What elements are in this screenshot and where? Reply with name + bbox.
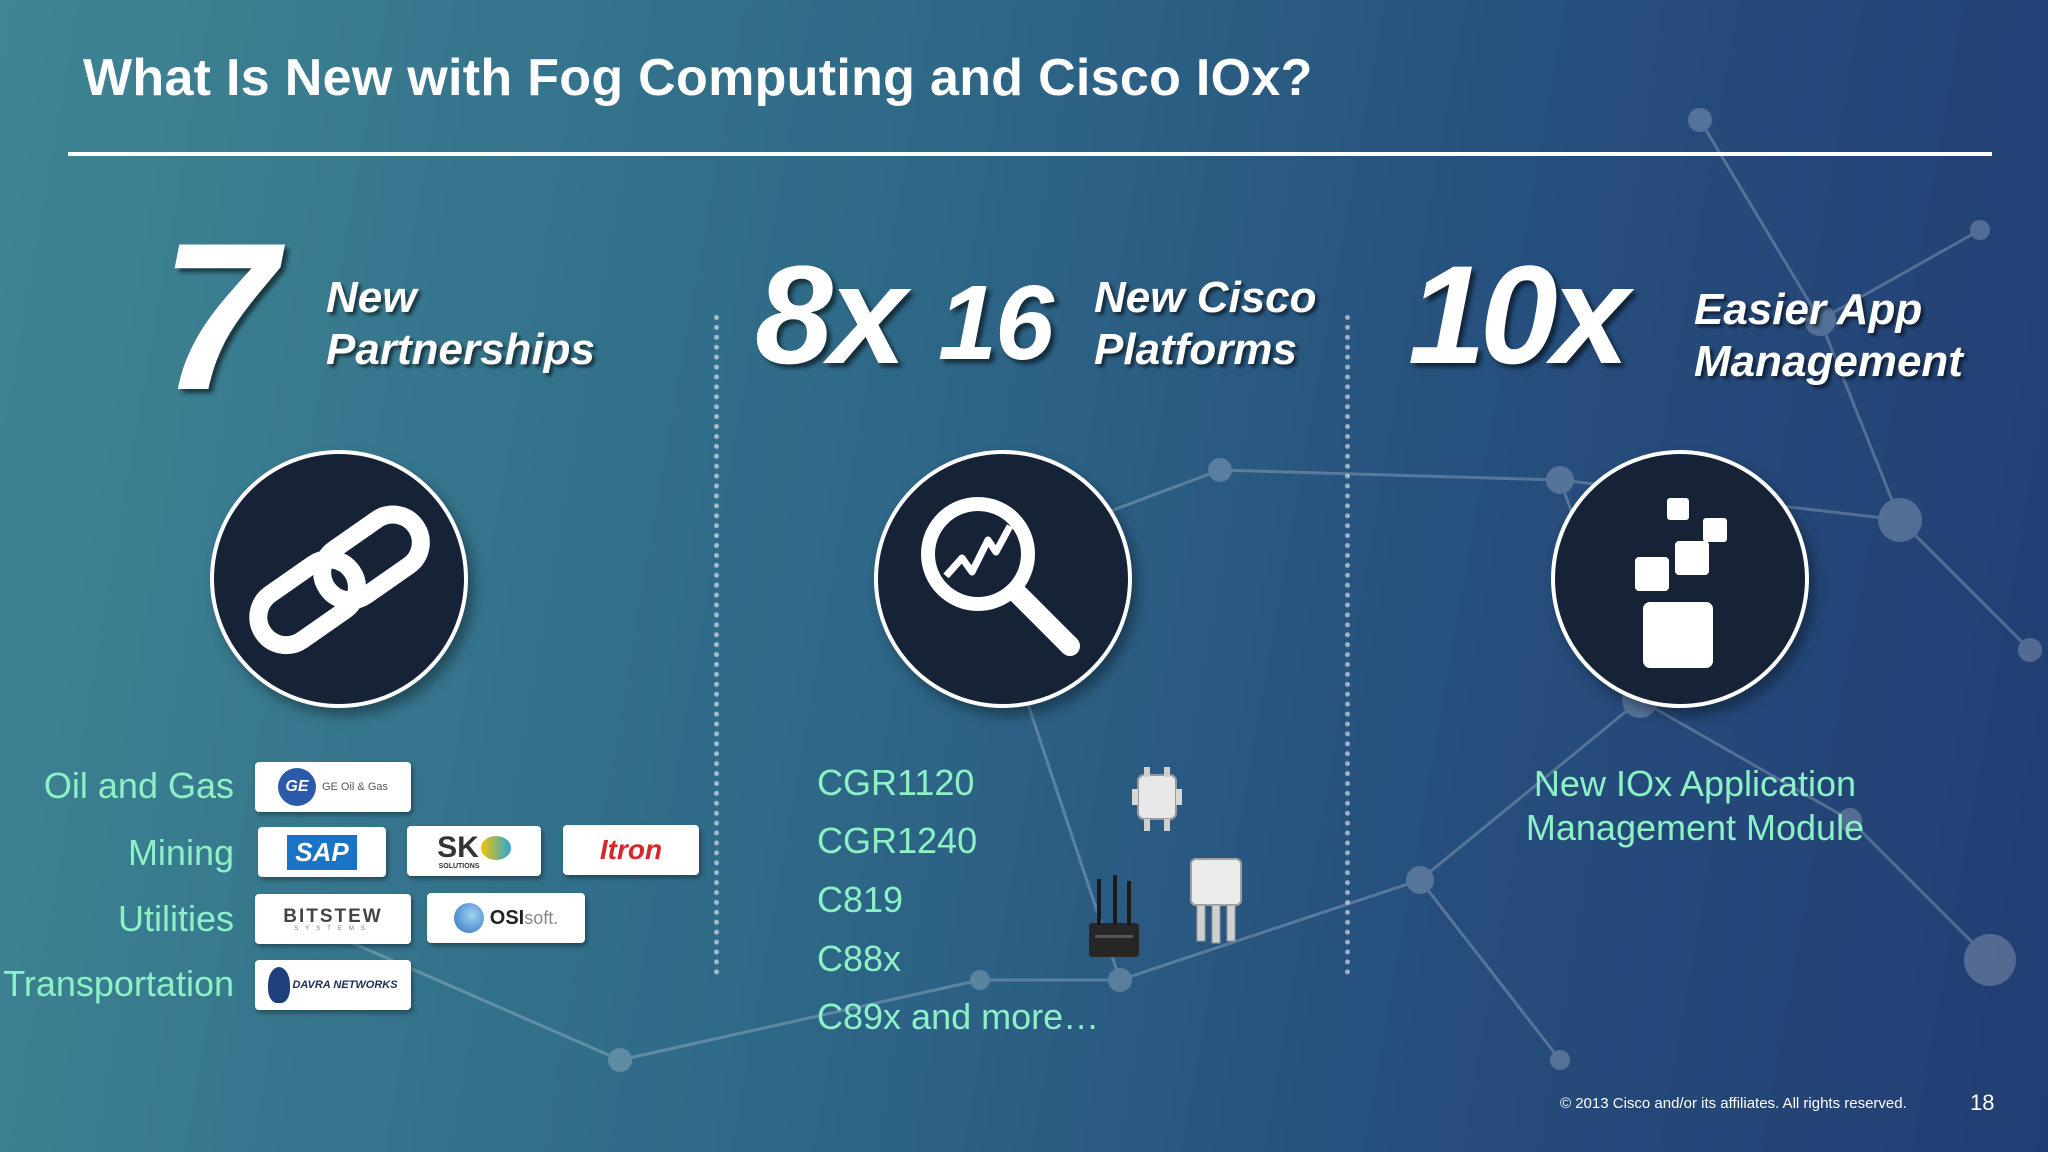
management-text-line2: Management Module — [1525, 807, 1865, 848]
management-label-line2: Management — [1694, 337, 1963, 386]
platform-item: C819 — [817, 879, 904, 920]
partnerships-label-line2: Partnerships — [326, 325, 595, 374]
platform-item: CGR1120 — [817, 762, 975, 803]
management-module-text: New IOx Application Management Module — [1450, 762, 1940, 850]
link-icon — [249, 505, 430, 655]
logo-bitstew-text: BITSTEW — [283, 905, 383, 927]
davra-swirl-icon — [268, 967, 291, 1003]
management-multiplier: 10x — [1408, 236, 1630, 393]
platforms-label-line2: Platforms — [1094, 325, 1297, 374]
management-label-line1: Easier App — [1694, 285, 1923, 334]
page-number: 18 — [1970, 1090, 1995, 1115]
title-divider — [68, 152, 1992, 156]
link-icon-badge — [210, 450, 468, 708]
logo-davra-networks: DAVRA NETWORKS — [255, 960, 411, 1010]
logo-ge-oil-gas: GE GE Oil & Gas — [255, 762, 411, 812]
logo-sap: SAP — [258, 827, 386, 877]
logo-osisoft: OSI soft. — [427, 893, 585, 943]
platforms-count: 16 — [938, 264, 1054, 382]
app-blocks-icon — [1635, 498, 1727, 668]
logo-sap-text: SAP — [287, 834, 357, 870]
c819-router-device-image — [1089, 875, 1139, 957]
logo-bitstew: BITSTEW SYSTEMS — [255, 894, 411, 944]
copyright-notice: © 2013 Cisco and/or its affiliates. All … — [1560, 1095, 1907, 1112]
platform-item: C88x — [817, 938, 902, 979]
industry-transportation: Transportation — [3, 963, 234, 1004]
magnifier-chart-icon-badge — [874, 450, 1132, 708]
cgr1240-router-device-image — [1190, 858, 1242, 944]
logo-davra-text: DAVRA NETWORKS — [292, 979, 398, 991]
logo-itron: Itron — [563, 825, 699, 875]
app-blocks-icon-badge — [1551, 450, 1809, 708]
platforms-label-line1: New Cisco — [1094, 273, 1317, 322]
column-divider-left — [714, 315, 719, 975]
platform-item: CGR1240 — [817, 820, 978, 861]
sk-swirl-icon — [480, 835, 511, 860]
logo-itron-text: Itron — [599, 834, 663, 865]
slide-title: What Is New with Fog Computing and Cisco… — [83, 49, 1313, 107]
partnerships-label-line1: New — [326, 273, 417, 322]
osi-swirl-icon — [453, 903, 484, 933]
platform-item: C89x and more… — [817, 996, 1100, 1037]
cgr-router-device-image — [1132, 767, 1182, 831]
industry-utilities: Utilities — [117, 898, 234, 939]
partnerships-count: 7 — [160, 199, 277, 434]
logo-osi-text: OSI — [489, 906, 525, 929]
industry-mining: Mining — [127, 832, 234, 873]
management-text-line1: New IOx Application — [1533, 763, 1857, 804]
column-divider-right — [1345, 315, 1350, 975]
logo-osi-soft-text: soft. — [524, 907, 559, 928]
logo-bitstew-sub: SYSTEMS — [294, 925, 372, 932]
logo-sk-text: SK — [437, 830, 479, 864]
logo-sk-sub: SOLUTIONS — [438, 862, 480, 870]
logo-sk-solutions: SK SOLUTIONS — [407, 826, 541, 876]
ge-monogram-icon: GE — [277, 768, 316, 806]
magnifier-chart-icon — [921, 497, 1080, 656]
platforms-multiplier: 8x — [755, 245, 907, 385]
platforms-multiplier-value: 8x — [755, 236, 907, 393]
industry-oil-gas: Oil and Gas — [43, 765, 234, 806]
logo-ge-text: GE Oil & Gas — [321, 781, 389, 793]
